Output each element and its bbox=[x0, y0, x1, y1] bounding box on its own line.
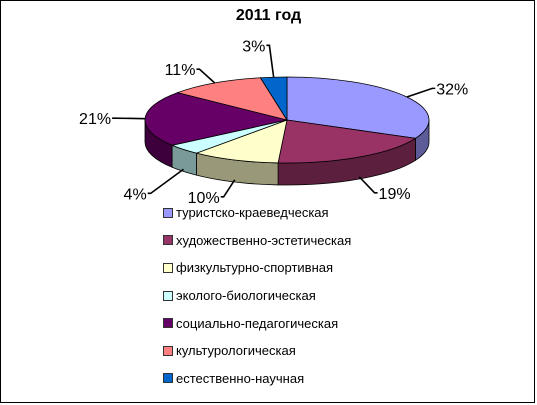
legend-item-естественно-научная: естественно-научная bbox=[163, 365, 403, 393]
legend-item-социально-педагогическая: социально-педагогическая bbox=[163, 309, 403, 337]
legend-swatch bbox=[163, 345, 173, 356]
legend-swatch bbox=[163, 235, 173, 246]
data-label-социально-педагогическая: 21% bbox=[79, 111, 111, 128]
legend-label: туристско-краеведческая bbox=[176, 205, 329, 221]
legend-label: социально-педагогическая bbox=[176, 315, 339, 331]
leader-line-естественно-научная bbox=[266, 44, 275, 78]
pie-slices bbox=[144, 76, 430, 164]
leader-line-социально-педагогическая bbox=[112, 117, 146, 120]
legend-swatch bbox=[163, 290, 173, 301]
data-label-художественно-эстетическая: 19% bbox=[379, 186, 411, 203]
legend-swatch bbox=[163, 262, 173, 273]
pie-slice-туристско-краеведческая bbox=[286, 76, 430, 139]
legend-item-художественно-эстетическая: художественно-эстетическая bbox=[163, 227, 403, 255]
leader-line-туристско-краеведческая bbox=[406, 87, 436, 98]
data-labels: 32% 19% 10% 4% 21% 11% 3% bbox=[79, 38, 468, 207]
pie-slice-естественно-научная bbox=[259, 76, 288, 122]
legend-label: художественно-эстетическая bbox=[176, 232, 352, 248]
pie-slice-культурологическая bbox=[176, 77, 288, 121]
legend-item-культурологическая: культурологическая bbox=[163, 337, 403, 365]
data-label-культурологическая: 11% bbox=[165, 62, 196, 79]
legend-swatch bbox=[163, 373, 173, 384]
data-label-эколого-биологическая: 4% bbox=[124, 186, 147, 203]
legend-swatch bbox=[163, 318, 173, 329]
legend-swatch bbox=[163, 207, 173, 218]
legend-label: культурологическая bbox=[176, 343, 296, 359]
leader-lines bbox=[112, 44, 436, 198]
data-label-естественно-научная: 3% bbox=[242, 38, 265, 55]
leader-line-художественно-эстетическая bbox=[358, 176, 378, 194]
data-label-туристско-краеведческая: 32% bbox=[436, 81, 468, 98]
pie-slice-физкультурно-спортивная bbox=[195, 119, 288, 164]
legend-item-эколого-биологическая: эколого-биологическая bbox=[163, 282, 403, 310]
leader-line-эколого-биологическая bbox=[147, 168, 184, 195]
legend-label: естественно-научная bbox=[176, 370, 305, 386]
legend-label: эколого-биологическая bbox=[176, 288, 316, 304]
pie-slice-художественно-эстетическая bbox=[277, 119, 417, 164]
legend-item-физкультурно-спортивная: физкультурно-спортивная bbox=[163, 254, 403, 282]
pie-sides bbox=[144, 119, 430, 186]
chart-title: 2011 год bbox=[235, 7, 302, 24]
legend-item-туристско-краеведческая: туристско-краеведческая bbox=[163, 199, 403, 227]
pie-slice-социально-педагогическая bbox=[144, 92, 288, 146]
legend-label: физкультурно-спортивная bbox=[176, 260, 334, 276]
leader-line-физкультурно-спортивная bbox=[220, 179, 236, 198]
leader-line-культурологическая bbox=[196, 68, 216, 84]
legend: туристско-краеведческая художественно-эст… bbox=[163, 199, 403, 392]
data-label-физкультурно-спортивная: 10% bbox=[188, 190, 220, 207]
